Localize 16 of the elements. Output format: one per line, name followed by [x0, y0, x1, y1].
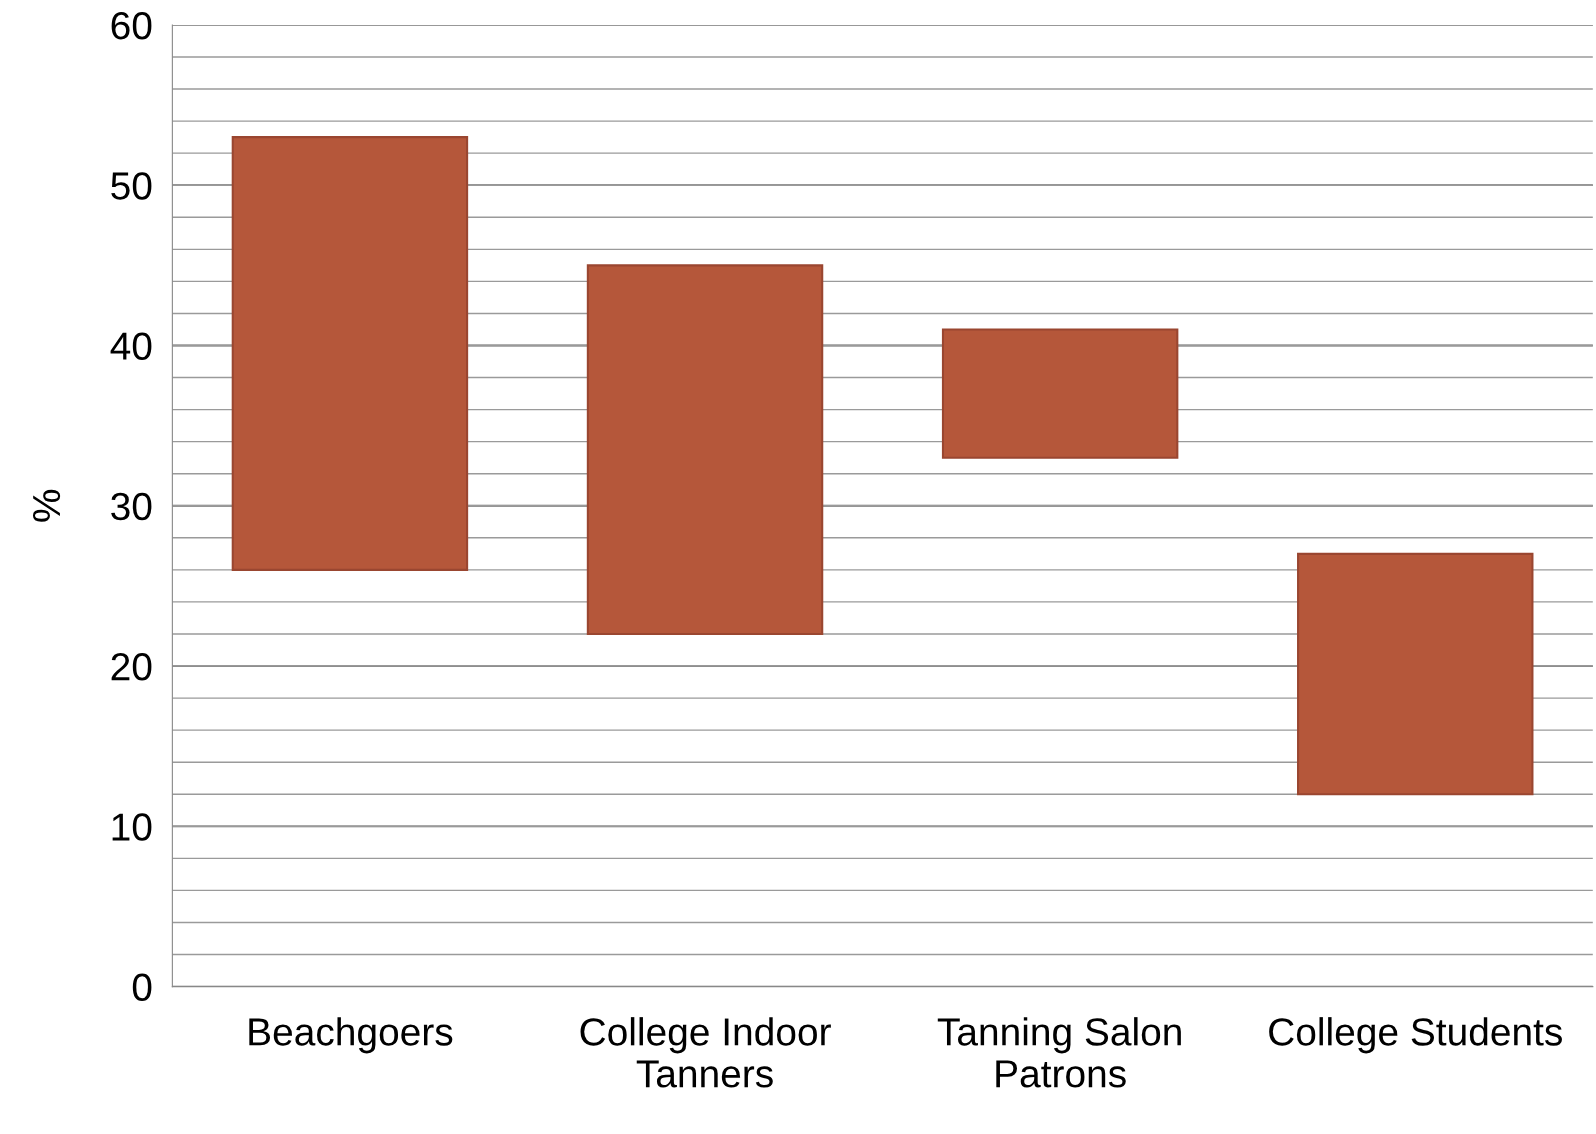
bar [941, 328, 1179, 459]
x-tick-label: College Indoor Tanners [580, 1017, 831, 1088]
y-axis-title: % [32, 489, 61, 522]
x-tick-label: Tanning Salon Patrons [937, 1017, 1181, 1088]
y-tick-label: 40 [110, 332, 152, 360]
x-tick-label: Beachgoers [249, 1017, 453, 1054]
x-tick-label: College Students [1269, 1017, 1562, 1054]
bar [231, 136, 469, 571]
bar [1297, 552, 1534, 796]
y-tick-label: 50 [111, 172, 152, 200]
y-tick-label: 30 [111, 492, 152, 521]
y-tick-label: 20 [111, 652, 152, 681]
y-tick-label: 0 [132, 973, 152, 1002]
bar [586, 264, 824, 636]
y-tick-label: 10 [112, 813, 152, 841]
y-tick-label: 60 [111, 11, 152, 40]
